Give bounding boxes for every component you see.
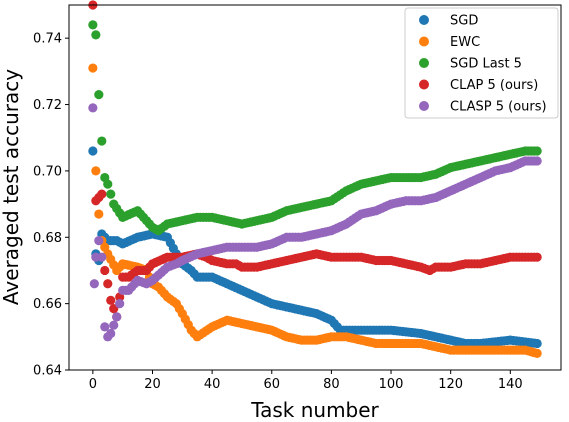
data-point [168, 243, 178, 253]
y-tick-label: 0.64 [33, 364, 62, 379]
data-point [94, 209, 104, 219]
data-point [529, 252, 539, 262]
legend-marker [419, 79, 429, 90]
x-tick-label: 100 [379, 377, 404, 392]
data-point [168, 296, 178, 307]
data-point [94, 235, 104, 246]
ticks-layer: 0 20 40 60 80 100 120 140 0.64 0.66 0.68 0.70 0.72 0.… [33, 32, 523, 392]
data-point [106, 189, 116, 199]
x-axis-title: Task number [250, 398, 379, 422]
data-point [138, 212, 149, 222]
legend-label: SGD [450, 14, 478, 29]
y-tick-label: 0.66 [33, 297, 62, 312]
points-layer [88, 0, 542, 359]
data-point [183, 263, 193, 273]
legend-label: EWC [450, 35, 480, 50]
data-point [97, 189, 107, 199]
data-point [88, 146, 98, 156]
data-point [529, 338, 539, 348]
data-point [159, 289, 170, 299]
legend-marker [419, 36, 429, 47]
series-2 [88, 20, 542, 236]
y-tick-label: 0.74 [33, 32, 62, 47]
data-point [91, 166, 101, 176]
legend-label: CLASP 5 (ours) [450, 100, 547, 115]
data-point [103, 279, 113, 289]
series-4 [88, 103, 542, 342]
x-tick-label: 140 [498, 377, 523, 392]
data-point [88, 63, 98, 73]
data-point [97, 252, 107, 262]
legend-marker [419, 101, 429, 111]
data-point [88, 20, 98, 30]
series-1 [88, 63, 542, 359]
plot-frame [68, 4, 562, 371]
data-point [529, 347, 539, 358]
data-point [89, 279, 99, 289]
data-point [529, 146, 539, 156]
y-tick-label: 0.72 [33, 98, 62, 113]
data-point [100, 265, 110, 276]
x-tick-label: 0 [89, 377, 97, 392]
data-point [88, 103, 98, 113]
data-point [174, 304, 184, 314]
data-point [103, 179, 113, 189]
x-tick-label: 120 [438, 377, 463, 392]
x-tick-label: 80 [323, 377, 340, 392]
legend-box [404, 7, 559, 119]
x-tick-label: 60 [263, 377, 280, 392]
data-point [183, 320, 193, 330]
data-point [91, 30, 101, 40]
legend-marker [419, 58, 429, 68]
x-tick-label: 40 [204, 377, 221, 392]
data-point [106, 328, 116, 339]
legend-label: SGD Last 5 [450, 57, 522, 72]
data-point [97, 136, 107, 146]
legend-marker [419, 15, 429, 25]
data-point [159, 232, 170, 242]
data-point [115, 299, 125, 309]
data-point [109, 320, 119, 330]
data-point [106, 295, 116, 305]
data-point [94, 89, 104, 100]
legend-label: CLAP 5 (ours) [450, 78, 538, 93]
series-3 [88, 0, 542, 322]
data-point [100, 242, 110, 252]
data-point [100, 322, 110, 332]
legend: SGD EWC SGD Last 5 CLAP 5 (ours) CLASP 5 (ou… [404, 7, 559, 119]
y-tick-label: 0.68 [33, 231, 62, 246]
x-tick-label: 20 [144, 377, 161, 392]
y-tick-label: 0.70 [33, 164, 62, 179]
data-point [529, 156, 539, 166]
data-point [112, 312, 122, 322]
y-axis-title: Averaged test accuracy [0, 69, 23, 305]
series-0 [88, 146, 542, 349]
